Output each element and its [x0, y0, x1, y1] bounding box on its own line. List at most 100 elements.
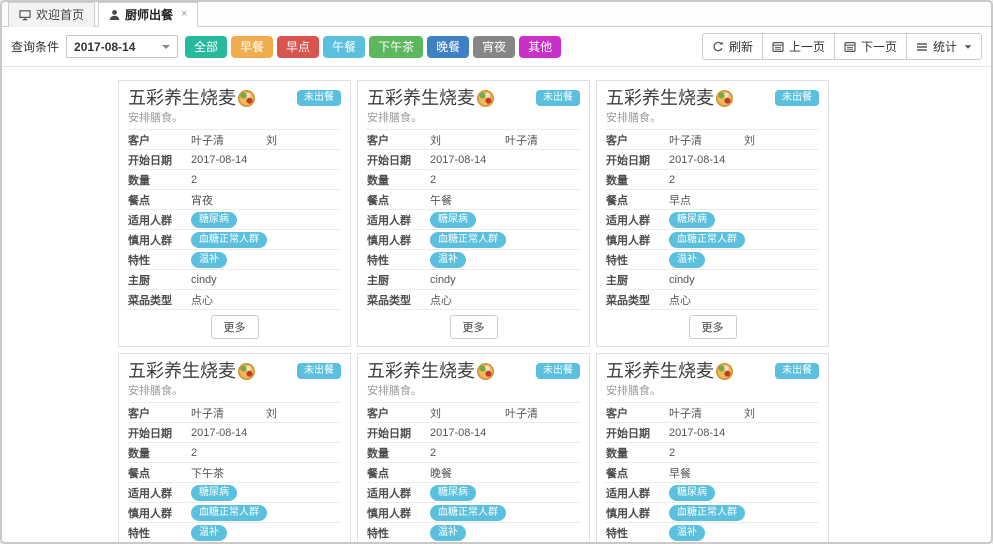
row-label: 主厨: [128, 274, 150, 287]
row-value: 宵夜: [191, 194, 213, 207]
row-label: 适用人群: [128, 214, 172, 227]
row-label: 开始日期: [606, 427, 650, 440]
row-badge: 糖尿病: [669, 211, 715, 228]
row-value: 晚餐: [430, 467, 452, 480]
row-value: 早餐: [669, 467, 691, 480]
row-value: 叶子清: [191, 407, 224, 420]
row-value: 刘: [744, 407, 755, 420]
card-row: 数量 2: [128, 169, 341, 189]
row-label: 特性: [128, 254, 150, 267]
card-row: 慎用人群 血糖正常人群: [606, 229, 819, 249]
refresh-icon: [713, 41, 724, 51]
status-badge: 未出餐: [536, 90, 580, 106]
row-badge: 糖尿病: [191, 211, 237, 228]
row-badge: 血糖正常人群: [669, 231, 745, 248]
date-select[interactable]: 2017-08-14: [66, 35, 179, 58]
more-button[interactable]: 更多: [688, 315, 737, 339]
row-label: 菜品类型: [606, 294, 650, 307]
card-header: 五彩养生烧麦 未出餐: [606, 87, 819, 109]
prev-page-button[interactable]: 上一页: [761, 33, 835, 60]
row-label: 开始日期: [128, 427, 172, 440]
row-value: 2017-08-14: [430, 153, 487, 166]
filter-button-afternoon-tea[interactable]: 下午茶: [369, 35, 424, 58]
row-label: 客户: [367, 407, 389, 420]
more-button[interactable]: 更多: [449, 315, 498, 339]
filter-button-night-snack[interactable]: 宵夜: [473, 35, 516, 58]
row-label: 餐点: [128, 194, 150, 207]
dish-photo-icon: [238, 363, 255, 380]
card-header: 五彩养生烧麦 未出餐: [128, 360, 341, 382]
row-label: 餐点: [606, 467, 628, 480]
stats-button[interactable]: 统计: [905, 33, 982, 60]
filter-button-morning-snack[interactable]: 早点: [277, 35, 320, 58]
card-rows: 客户 叶子清 刘开始日期 2017-08-14 数量 2 餐点 下午茶 适用人群 糖尿病 慎用人群 血…: [128, 402, 341, 542]
dish-photo-icon: [716, 90, 733, 107]
row-value: 早点: [669, 194, 691, 207]
card-row: 开始日期 2017-08-14: [128, 422, 341, 442]
card-title-wrap: 五彩养生烧麦: [128, 360, 255, 382]
list-icon: [916, 42, 927, 51]
row-value: 叶子清: [191, 134, 224, 147]
meal-card: 五彩养生烧麦 未出餐 安排膳食。 客户 刘 叶子清 开始日期 2017-08-14 数量 2 餐点 晚…: [357, 353, 590, 542]
row-value: 午餐: [430, 194, 452, 207]
card-row: 慎用人群 血糖正常人群: [367, 229, 580, 249]
button-label: 下一页: [860, 40, 897, 54]
filter-button-dinner[interactable]: 晚餐: [427, 35, 470, 58]
card-footer: 更多: [367, 309, 580, 346]
card-row: 适用人群 糖尿病: [367, 482, 580, 502]
row-badge: 糖尿病: [669, 484, 715, 501]
row-label: 特性: [128, 527, 150, 540]
row-label: 适用人群: [606, 487, 650, 500]
card-row: 特性 温补: [128, 249, 341, 269]
row-value: 叶子清: [505, 407, 538, 420]
row-value: 2: [430, 446, 437, 459]
row-label: 开始日期: [128, 154, 172, 167]
card-rows: 客户 叶子清 刘开始日期 2017-08-14 数量 2 餐点 宵夜 适用人群 糖尿病 慎用人群 血糖…: [128, 129, 341, 309]
card-subtitle: 安排膳食。: [367, 112, 422, 124]
row-label: 特性: [606, 254, 628, 267]
card-row: 开始日期 2017-08-14: [367, 149, 580, 169]
card-row: 慎用人群 血糖正常人群: [367, 502, 580, 522]
more-button[interactable]: 更多: [210, 315, 259, 339]
row-value: 2: [191, 173, 198, 186]
card-rows: 客户 刘 叶子清 开始日期 2017-08-14 数量 2 餐点 午餐 适用人群 糖尿病 慎用人群 血糖…: [367, 129, 580, 309]
row-badge: 血糖正常人群: [191, 231, 267, 248]
card-row: 数量 2: [128, 442, 341, 462]
card-row: 数量 2: [606, 169, 819, 189]
row-badge: 血糖正常人群: [191, 504, 267, 521]
row-value: 点心: [430, 294, 452, 307]
row-value: 刘: [430, 407, 441, 420]
card-row: 特性 温补: [606, 522, 819, 542]
card-row: 适用人群 糖尿病: [606, 482, 819, 502]
status-badge: 未出餐: [536, 363, 580, 379]
filter-button-lunch[interactable]: 午餐: [323, 35, 366, 58]
row-label: 适用人群: [367, 214, 411, 227]
card-title-wrap: 五彩养生烧麦: [606, 360, 733, 382]
row-badge: 温补: [191, 524, 227, 541]
filter-button-breakfast[interactable]: 早餐: [231, 35, 274, 58]
row-badge: 血糖正常人群: [430, 231, 506, 248]
dish-photo-icon: [477, 363, 494, 380]
row-badge: 糖尿病: [430, 484, 476, 501]
row-value: cindy: [191, 273, 217, 286]
filter-button-all[interactable]: 全部: [185, 35, 228, 58]
card-title: 五彩养生烧麦: [367, 88, 475, 108]
card-row: 主厨 cindy: [367, 269, 580, 289]
row-badge: 血糖正常人群: [669, 504, 745, 521]
card-header: 五彩养生烧麦 未出餐: [606, 360, 819, 382]
user-icon: [109, 9, 120, 20]
card-header: 五彩养生烧麦 未出餐: [367, 87, 580, 109]
tab-welcome-home[interactable]: 欢迎首页: [8, 2, 96, 27]
filter-button-other[interactable]: 其他: [519, 35, 562, 58]
close-icon[interactable]: ×: [181, 8, 188, 20]
row-label: 特性: [367, 527, 389, 540]
row-label: 开始日期: [367, 427, 411, 440]
row-label: 适用人群: [606, 214, 650, 227]
refresh-button[interactable]: 刷新: [701, 33, 763, 60]
row-label: 数量: [606, 447, 628, 460]
tab-chef-serving[interactable]: 厨师出餐 ×: [98, 2, 199, 27]
card-header: 五彩养生烧麦 未出餐: [128, 87, 341, 109]
next-page-button[interactable]: 下一页: [833, 33, 907, 60]
card-rows: 客户 刘 叶子清 开始日期 2017-08-14 数量 2 餐点 晚餐 适用人群 糖尿病 慎用人群 血糖…: [367, 402, 580, 542]
row-value: cindy: [669, 273, 695, 286]
